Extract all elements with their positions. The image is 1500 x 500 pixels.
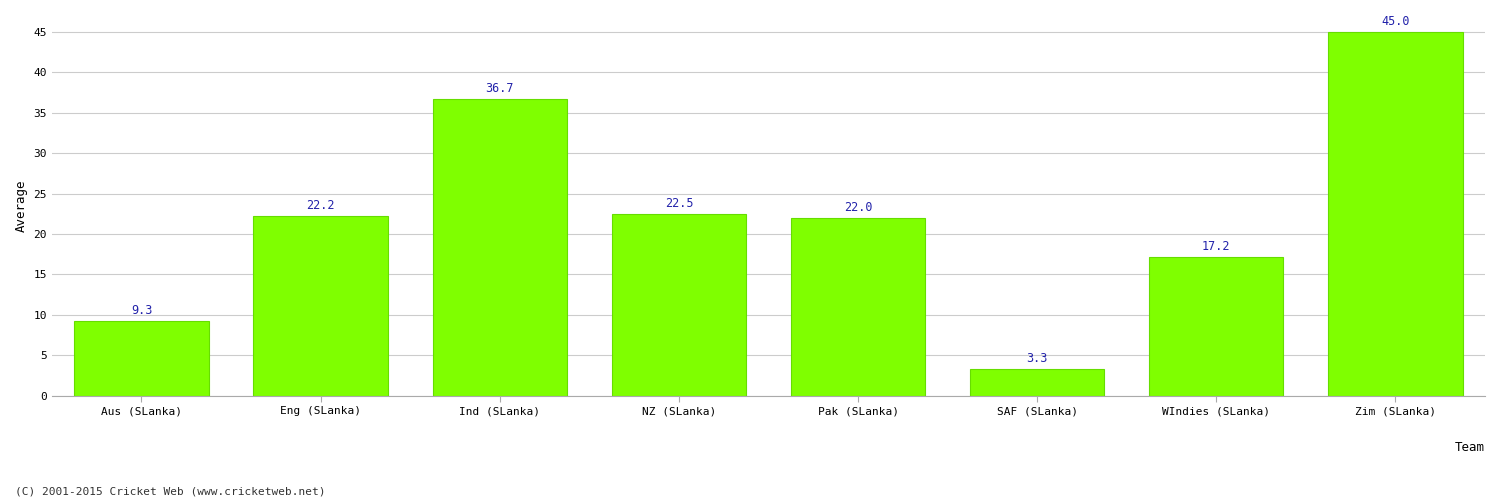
- Bar: [612, 214, 746, 396]
- Bar: [970, 369, 1104, 396]
- Text: Team: Team: [1455, 442, 1485, 454]
- Bar: [790, 218, 926, 396]
- Bar: [432, 99, 567, 396]
- Text: 22.5: 22.5: [664, 197, 693, 210]
- Bar: [1329, 32, 1462, 396]
- Bar: [254, 216, 388, 396]
- Text: 45.0: 45.0: [1382, 15, 1410, 28]
- Text: 17.2: 17.2: [1202, 240, 1230, 252]
- Text: 36.7: 36.7: [486, 82, 514, 95]
- Text: 22.0: 22.0: [844, 201, 873, 214]
- Text: 3.3: 3.3: [1026, 352, 1048, 365]
- Text: 22.2: 22.2: [306, 199, 334, 212]
- Text: (C) 2001-2015 Cricket Web (www.cricketweb.net): (C) 2001-2015 Cricket Web (www.cricketwe…: [15, 487, 326, 497]
- Bar: [75, 320, 209, 396]
- Y-axis label: Average: Average: [15, 180, 28, 232]
- Bar: [1149, 256, 1284, 396]
- Text: 9.3: 9.3: [130, 304, 152, 316]
